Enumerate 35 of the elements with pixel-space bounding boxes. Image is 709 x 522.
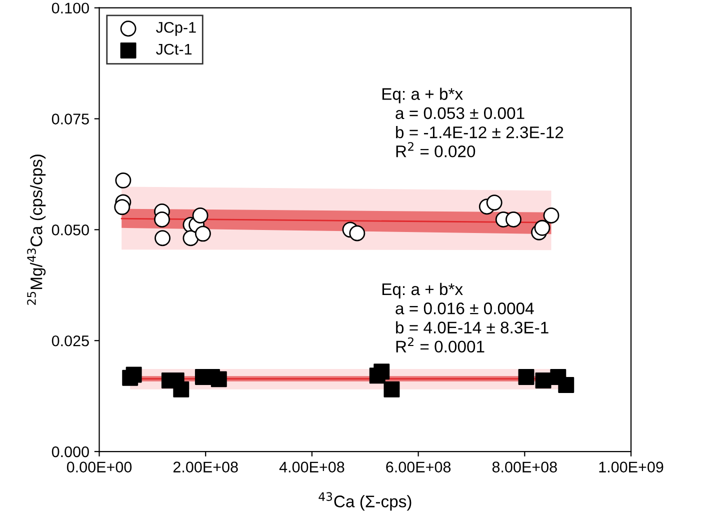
y-tick-label: 0.075 — [52, 114, 89, 124]
x-tick-label: 6.00E+08 — [386, 462, 451, 472]
point — [194, 226, 211, 242]
point — [154, 211, 170, 228]
x-axis-title: $^{43}$Ca (Σ-cps) — [318, 492, 412, 511]
annotation: Eq: a + b*x a = 0.053 ± 0.001 b = -1.4E-12 ± 2.3E-12 R$^{2}$ = 0.020 — [382, 88, 564, 158]
y-tick-label: 0.100 — [52, 2, 89, 14]
point — [349, 225, 366, 242]
y-tick-label: 0.050 — [52, 224, 89, 236]
point — [126, 366, 142, 383]
point — [518, 369, 534, 385]
x-tick-label: 1.00E+09 — [599, 462, 664, 472]
point — [173, 381, 190, 398]
point — [558, 376, 574, 393]
legend-label: JCp-1 — [156, 22, 196, 36]
point — [192, 208, 208, 224]
y-tick-label: 0.025 — [52, 335, 89, 346]
point — [114, 199, 130, 216]
x-tick-label: 8.00E+08 — [492, 462, 557, 472]
x-tick-label: 4.00E+08 — [279, 462, 344, 472]
point — [210, 371, 227, 388]
legend-label: JCt-1 — [156, 44, 192, 55]
point — [384, 381, 400, 398]
point — [534, 220, 550, 236]
point — [374, 364, 390, 380]
x-tick-label: 0.00E+00 — [66, 462, 132, 472]
point — [154, 230, 171, 246]
annotation: Eq: a + b*x a = 0.016 ± 0.0004 b = 4.0E-14 ± 8.3E-1 R$^{2}$ = 0.0001 — [382, 282, 548, 353]
x-tick-label: 2.00E+08 — [173, 462, 238, 472]
point — [486, 194, 502, 211]
point — [535, 372, 552, 389]
y-axis-title: $^{25}$Mg/$^{43}$Ca (cps/cps) — [27, 154, 46, 305]
y-tick-label: 0.000 — [52, 446, 89, 458]
point — [506, 211, 522, 228]
point — [543, 208, 560, 224]
